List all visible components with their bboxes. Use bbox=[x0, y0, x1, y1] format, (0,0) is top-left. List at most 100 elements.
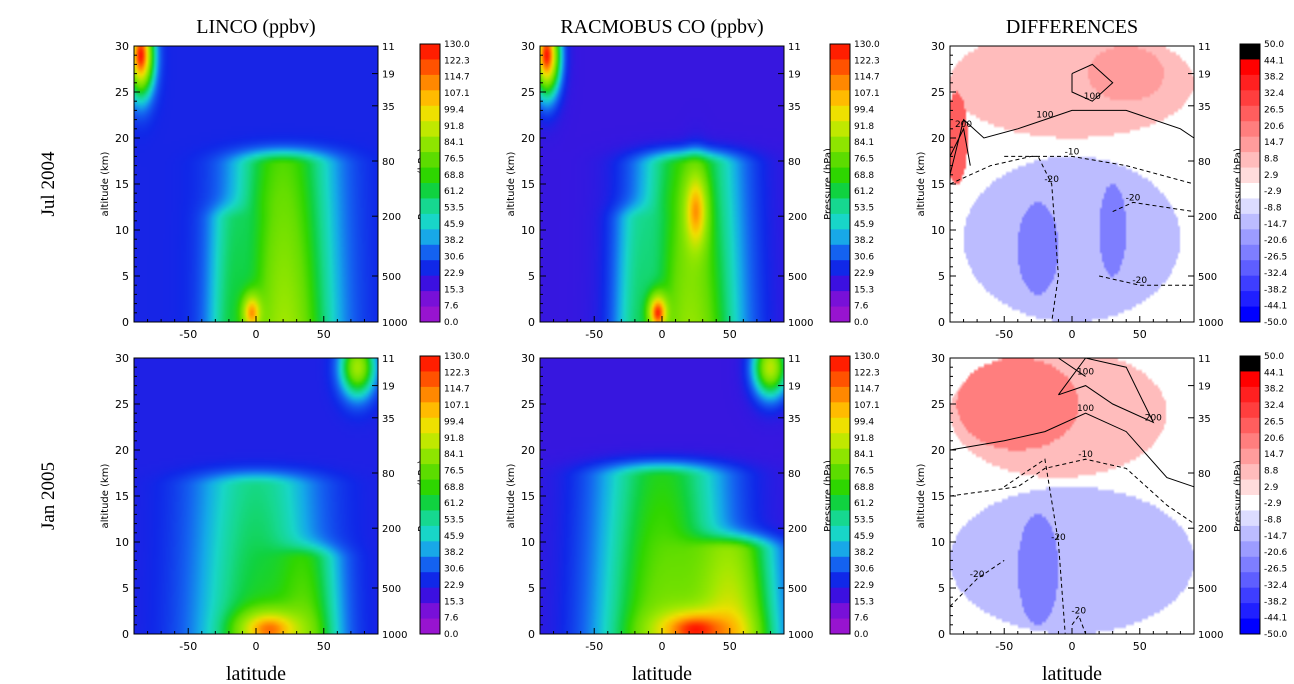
row-title: Jul 2004 bbox=[38, 151, 59, 216]
colorbar-label: 0.0 bbox=[444, 318, 459, 328]
contour-label: -20 bbox=[1132, 276, 1147, 286]
colorbar-label: 38.2 bbox=[1264, 385, 1284, 395]
panel-racmobus-jan-2005: 0 5 10 15 20 25 30 -50 0 50 altitude (km) 1000 500 20… bbox=[506, 352, 880, 653]
colorbar-label: 53.5 bbox=[854, 204, 874, 214]
colorbar-segment bbox=[830, 479, 850, 496]
contour-label: -20 bbox=[1126, 193, 1141, 203]
contour-line bbox=[1098, 275, 1194, 286]
colorbar-label: 99.4 bbox=[854, 417, 874, 427]
colorbar-label: 22.9 bbox=[854, 269, 874, 279]
colorbar-label: 20.6 bbox=[1264, 434, 1284, 444]
colorbar-label: 0.0 bbox=[854, 318, 869, 328]
colorbar-label: 7.6 bbox=[854, 302, 869, 312]
colorbar-label: 114.7 bbox=[444, 385, 470, 395]
colorbar-frame bbox=[419, 355, 441, 635]
y-axis-title: altitude (km) bbox=[506, 151, 517, 216]
colorbar-label: -8.8 bbox=[1264, 204, 1282, 214]
contour-label: -10 bbox=[1078, 450, 1093, 460]
x-tick-label: 0 bbox=[253, 328, 260, 341]
colorbar-segment bbox=[830, 386, 850, 403]
y-tick-label: 15 bbox=[115, 178, 129, 191]
colorbar-label: -14.7 bbox=[1264, 532, 1287, 542]
colorbar-label: 26.5 bbox=[1264, 417, 1284, 427]
x-tick-label: 0 bbox=[659, 640, 666, 653]
x-tick-label: -50 bbox=[585, 328, 603, 341]
colorbar-label: 107.1 bbox=[444, 89, 470, 99]
x-tick-label: 0 bbox=[659, 328, 666, 341]
colorbar-label: 32.4 bbox=[1264, 401, 1284, 411]
y-tick-label: 10 bbox=[931, 536, 945, 549]
colorbar-label: 68.8 bbox=[854, 483, 874, 493]
colorbar-segment bbox=[420, 618, 440, 635]
colorbar-segment bbox=[1240, 152, 1260, 169]
colorbar-segment bbox=[420, 448, 440, 465]
colorbar-segment bbox=[830, 464, 850, 481]
colorbar-label: 22.9 bbox=[854, 581, 874, 591]
colorbar-label: 45.9 bbox=[444, 220, 464, 230]
pressure-axis-title: Pressure (hPa) bbox=[1233, 460, 1244, 532]
y-tick-label: 15 bbox=[521, 490, 535, 503]
y-tick-label: 25 bbox=[931, 86, 945, 99]
contour-line bbox=[949, 458, 1195, 525]
colorbar-label: 122.3 bbox=[444, 56, 470, 66]
colorbar-label: 45.9 bbox=[854, 532, 874, 542]
pressure-tick-label: 19 bbox=[788, 70, 801, 81]
y-tick-label: 30 bbox=[115, 352, 129, 365]
colorbar-segment bbox=[830, 525, 850, 542]
pressure-axis-title: Pressure (hPa) bbox=[823, 460, 834, 532]
y-tick-label: 5 bbox=[122, 270, 129, 283]
colorbar-segment bbox=[830, 495, 850, 511]
colorbar-segment bbox=[830, 572, 850, 589]
row-title: Jan 2005 bbox=[38, 462, 59, 530]
colorbar-label: 114.7 bbox=[854, 385, 880, 395]
pressure-tick-label: 80 bbox=[1198, 469, 1211, 480]
colorbar-segment bbox=[420, 229, 440, 246]
colorbar-label: 122.3 bbox=[854, 368, 880, 378]
colorbar-segment bbox=[1240, 44, 1260, 60]
colorbar-label: -32.4 bbox=[1264, 581, 1288, 591]
colorbar-segment bbox=[420, 167, 440, 184]
colorbar-label: 53.5 bbox=[444, 204, 464, 214]
colorbar-label: 84.1 bbox=[444, 138, 464, 148]
colorbar-segment bbox=[830, 167, 850, 184]
pressure-tick-label: 19 bbox=[1198, 70, 1211, 81]
pressure-tick-label: 80 bbox=[382, 157, 395, 168]
colorbar-label: 84.1 bbox=[444, 450, 464, 460]
pressure-tick-label: 200 bbox=[788, 212, 807, 223]
colorbar-frame bbox=[1239, 43, 1261, 323]
colorbar-segment bbox=[830, 433, 850, 450]
colorbar-segment bbox=[1240, 183, 1260, 199]
colorbar-segment bbox=[1240, 167, 1260, 184]
heatmap-field bbox=[950, 358, 1194, 634]
colorbar-label: 38.2 bbox=[444, 548, 464, 558]
colorbar-segment bbox=[830, 603, 850, 620]
colorbar-segment bbox=[1240, 371, 1260, 388]
x-tick-label: 50 bbox=[1133, 328, 1147, 341]
x-tick-label: 50 bbox=[317, 640, 331, 653]
colorbar-label: 91.8 bbox=[444, 434, 464, 444]
y-tick-label: 10 bbox=[115, 536, 129, 549]
colorbar-segment bbox=[1240, 356, 1260, 372]
x-tick-label: 50 bbox=[1133, 640, 1147, 653]
pressure-tick-label: 500 bbox=[788, 584, 807, 595]
colorbar-label: 107.1 bbox=[854, 89, 880, 99]
contour-line bbox=[1004, 155, 1059, 323]
contour-line bbox=[1071, 614, 1087, 635]
colorbar-segment bbox=[830, 618, 850, 635]
colorbar-label: 61.2 bbox=[444, 187, 464, 197]
contour-line bbox=[949, 559, 1005, 607]
pressure-tick-label: 11 bbox=[788, 42, 801, 53]
colorbar-label: 122.3 bbox=[444, 368, 470, 378]
y-tick-label: 0 bbox=[122, 316, 129, 329]
colorbar-label: 99.4 bbox=[444, 417, 464, 427]
y-tick-label: 20 bbox=[931, 444, 945, 457]
colorbar-segment bbox=[1240, 198, 1260, 215]
colorbar-label: 130.0 bbox=[854, 40, 880, 50]
colorbar-segment bbox=[420, 44, 440, 60]
colorbar-segment bbox=[830, 275, 850, 292]
colorbar-segment bbox=[420, 136, 440, 153]
colorbar-segment bbox=[830, 291, 850, 308]
colorbar-segment bbox=[1240, 244, 1260, 261]
colorbar-segment bbox=[420, 291, 440, 308]
colorbar-segment bbox=[830, 44, 850, 60]
